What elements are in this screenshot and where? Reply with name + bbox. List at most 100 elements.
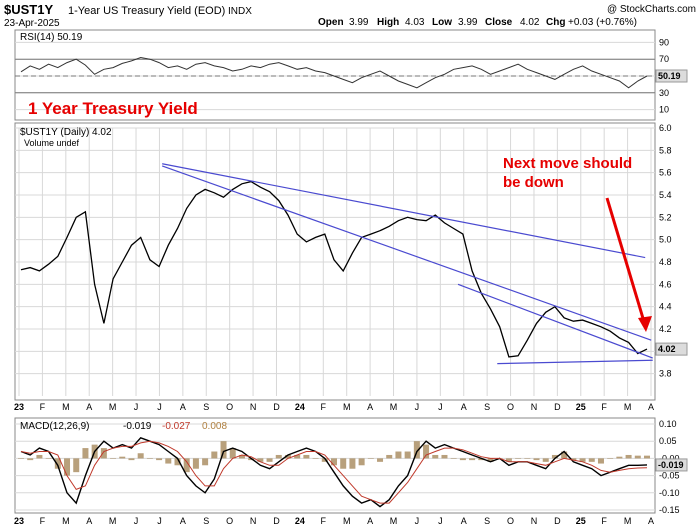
price-x-tick-label: J xyxy=(415,402,420,412)
rsi-last-value-box xyxy=(655,69,688,83)
macd-histogram-bar xyxy=(377,458,384,462)
macd-x-tick-label: M xyxy=(109,516,117,526)
macd-x-tick-label: S xyxy=(484,516,490,526)
macd-x-tick-label: F xyxy=(40,516,46,526)
macd-x-tick-label: J xyxy=(438,516,443,526)
macd-histogram-bar xyxy=(183,458,190,473)
macd-histogram-bar xyxy=(478,458,485,461)
macd-plot: 0.10 0.05 -0.00 -0.05 -0.10 -0.15 -0.019 xyxy=(15,419,688,515)
macd-legend-value-2: -0.027 xyxy=(162,421,191,432)
ohlc-readout: Open 3.99 High 4.03 Low 3.99 Close 4.02 … xyxy=(318,17,637,28)
rsi-tick-label: 10 xyxy=(659,105,669,115)
macd-histogram-bar xyxy=(597,458,604,464)
price-x-tick-label: A xyxy=(461,402,467,412)
macd-x-tick-label: D xyxy=(554,516,561,526)
price-last-value: 4.02 xyxy=(658,344,676,354)
price-tick-label: 5.6 xyxy=(659,168,672,178)
price-x-tick-label: S xyxy=(203,402,209,412)
macd-histogram-bar xyxy=(616,456,623,459)
macd-histogram-bar xyxy=(367,458,374,459)
trendline xyxy=(457,283,653,359)
macd-histogram-bar xyxy=(64,458,71,476)
close-value: 4.02 xyxy=(520,17,540,28)
price-tick-label: 5.2 xyxy=(659,212,672,222)
annotation-line-2: be down xyxy=(503,174,564,191)
macd-histogram-bar xyxy=(100,448,107,459)
macd-histogram-bar xyxy=(358,458,365,466)
price-x-tick-label: M xyxy=(390,402,398,412)
volume-legend: Volume undef xyxy=(24,138,80,148)
macd-histogram-bar xyxy=(505,458,512,462)
chg-label: Chg xyxy=(546,17,565,28)
macd-tick-label: 0.05 xyxy=(659,436,677,446)
macd-histogram-bar xyxy=(413,441,420,459)
price-x-tick-label: N xyxy=(531,402,538,412)
macd-histogram-bar xyxy=(110,458,117,459)
high-value: 4.03 xyxy=(405,17,425,28)
price-x-tick-label: 23 xyxy=(14,402,24,412)
macd-x-tick-label: 23 xyxy=(14,516,24,526)
price-x-tick-label: 24 xyxy=(295,402,305,412)
annotation-line-1: Next move should xyxy=(503,155,632,172)
macd-histogram-bar xyxy=(294,454,301,459)
price-x-tick-label: M xyxy=(624,402,632,412)
macd-x-tick-label: 24 xyxy=(295,516,305,526)
price-tick-label: 5.8 xyxy=(659,145,672,155)
macd-histogram-bar xyxy=(238,454,245,459)
macd-histogram-bar xyxy=(18,458,24,459)
macd-x-tick-label: N xyxy=(531,516,538,526)
macd-x-tick-label: O xyxy=(507,516,514,526)
price-tick-label: 6.0 xyxy=(659,123,672,133)
macd-histogram-bar xyxy=(54,458,61,469)
macd-x-tick-label: S xyxy=(203,516,209,526)
macd-histogram-bar xyxy=(551,454,558,459)
macd-histogram-bar xyxy=(137,453,144,459)
macd-histogram-bar xyxy=(146,458,153,459)
macd-histogram-bar xyxy=(45,458,52,459)
macd-x-tick-label: F xyxy=(601,516,607,526)
price-x-tick-label: F xyxy=(40,402,46,412)
price-tick-label: 5.4 xyxy=(659,190,672,200)
price-legend: $UST1Y (Daily) 4.02 xyxy=(20,127,112,138)
macd-histogram-bar xyxy=(128,458,135,461)
macd-x-tick-label: A xyxy=(86,516,92,526)
macd-histogram-bar xyxy=(349,458,356,469)
price-tick-label: 3.8 xyxy=(659,369,672,379)
price-x-tick-label: A xyxy=(648,402,654,412)
price-x-tick-label: O xyxy=(226,402,233,412)
macd-tick-label: 0.10 xyxy=(659,419,677,429)
macd-histogram-bar xyxy=(634,455,641,459)
macd-signal-line xyxy=(20,440,648,504)
macd-x-tick-label: O xyxy=(226,516,233,526)
exchange-label: INDX xyxy=(228,6,252,17)
macd-histogram-bar xyxy=(331,458,337,466)
price-x-tick-label: 25 xyxy=(576,402,586,412)
macd-histogram-bar xyxy=(312,458,319,459)
macd-tick-label: -0.00 xyxy=(659,453,680,463)
macd-histogram-bar xyxy=(156,458,163,461)
macd-histogram-bar xyxy=(579,458,586,462)
macd-x-tick-label: A xyxy=(180,516,186,526)
macd-legend: MACD(12,26,9) -0.019 -0.027 0.008 xyxy=(20,421,227,432)
macd-histogram-bar xyxy=(450,458,457,459)
price-x-tick-label: J xyxy=(438,402,443,412)
symbol-title: $UST1Y xyxy=(4,2,53,17)
macd-histogram-bar xyxy=(386,454,393,459)
rsi-annotation: 1 Year Treasury Yield xyxy=(28,99,198,118)
macd-histogram-bar xyxy=(487,458,494,462)
macd-legend-value-1: -0.019 xyxy=(123,421,152,432)
price-x-tick-label: A xyxy=(180,402,186,412)
macd-tick-label: -0.10 xyxy=(659,488,680,498)
macd-histogram-bar xyxy=(533,458,540,461)
price-x-tick-label: J xyxy=(157,402,162,412)
price-x-tick-label: S xyxy=(484,402,490,412)
macd-histogram-bar xyxy=(404,451,411,459)
price-x-tick-label: M xyxy=(343,402,351,412)
macd-histogram-bar xyxy=(524,458,531,459)
macd-histogram-bar xyxy=(220,441,227,459)
macd-histogram-bar xyxy=(542,458,549,462)
macd-histogram-bar xyxy=(395,451,402,459)
price-tick-label: 4.4 xyxy=(659,302,672,312)
macd-histogram-bar xyxy=(266,458,273,462)
macd-histogram-bar xyxy=(340,458,347,469)
